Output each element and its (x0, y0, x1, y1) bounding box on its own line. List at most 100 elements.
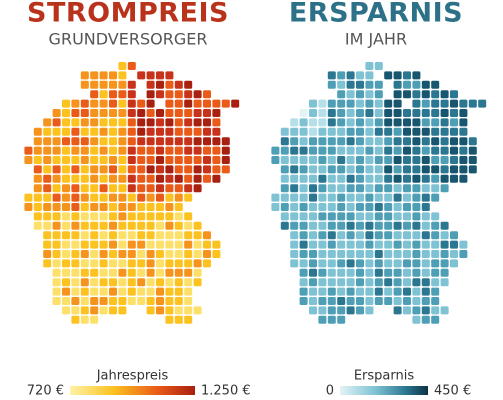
tile (90, 156, 99, 164)
tile (280, 193, 289, 202)
tile (90, 315, 99, 324)
tile (127, 80, 136, 89)
tile (421, 193, 430, 202)
tile (90, 118, 99, 127)
tile (221, 99, 230, 108)
tile (118, 259, 127, 268)
tile (431, 315, 440, 324)
tile (118, 306, 127, 315)
tile (299, 156, 308, 164)
tile (374, 165, 383, 174)
tile (374, 297, 383, 305)
tile (309, 287, 317, 296)
tile (52, 203, 61, 211)
tile (450, 146, 458, 155)
tile (309, 203, 317, 211)
tile (80, 146, 89, 155)
tile (337, 221, 346, 230)
tile (165, 268, 174, 277)
tile (403, 80, 411, 89)
tile (421, 250, 430, 258)
tile (327, 231, 336, 240)
tile (346, 71, 355, 80)
legend-bar (70, 386, 195, 395)
tile (468, 156, 477, 164)
tile (52, 146, 61, 155)
tile (90, 165, 99, 174)
tile (165, 118, 174, 127)
tile (99, 221, 108, 230)
tile (412, 127, 421, 136)
tile (203, 90, 211, 99)
tile (127, 240, 136, 249)
tile (299, 165, 308, 174)
tile (33, 137, 42, 146)
tile (290, 174, 299, 183)
tile (52, 250, 61, 258)
tile (146, 287, 155, 296)
tile (127, 231, 136, 240)
tile (137, 278, 146, 287)
tile (174, 212, 183, 221)
tile (90, 80, 99, 89)
tile (365, 193, 374, 202)
tile (118, 99, 127, 108)
tile (203, 174, 211, 183)
tile (365, 109, 374, 117)
tile (440, 231, 449, 240)
tile (184, 165, 193, 174)
tile (384, 184, 393, 193)
tile (318, 156, 327, 164)
tile (33, 156, 42, 164)
tile (440, 127, 449, 136)
tile (71, 99, 80, 108)
tile (412, 203, 421, 211)
tile-map (24, 62, 240, 324)
tile (412, 278, 421, 287)
tile (450, 259, 458, 268)
tile (309, 127, 317, 136)
tile (309, 278, 317, 287)
tile (450, 90, 458, 99)
tile (174, 287, 183, 296)
tile (193, 146, 202, 155)
tile (356, 287, 364, 296)
tile (165, 165, 174, 174)
tile (203, 250, 211, 258)
tile (184, 306, 193, 315)
tile (118, 231, 127, 240)
tile (33, 174, 42, 183)
tile (327, 193, 336, 202)
tile (365, 80, 374, 89)
tile (403, 240, 411, 249)
tile (421, 203, 430, 211)
tile (403, 184, 411, 193)
tile (212, 156, 221, 164)
tile (193, 90, 202, 99)
tile (146, 268, 155, 277)
tile (52, 127, 61, 136)
tile (384, 118, 393, 127)
tile (421, 231, 430, 240)
legend-title: Jahrespreis (96, 369, 169, 384)
tile (212, 118, 221, 127)
tile (384, 109, 393, 117)
tile (356, 231, 364, 240)
tile (374, 287, 383, 296)
tile (90, 174, 99, 183)
tile (193, 221, 202, 230)
tile (90, 99, 99, 108)
tile (52, 174, 61, 183)
tile (80, 174, 89, 183)
tile (174, 80, 183, 89)
tile (118, 278, 127, 287)
legend-min-label: 720 € (27, 384, 64, 399)
tile (127, 156, 136, 164)
tile (412, 287, 421, 296)
tile (109, 127, 117, 136)
tile (393, 137, 402, 146)
tile (431, 306, 440, 315)
tile (146, 193, 155, 202)
tile (156, 278, 164, 287)
